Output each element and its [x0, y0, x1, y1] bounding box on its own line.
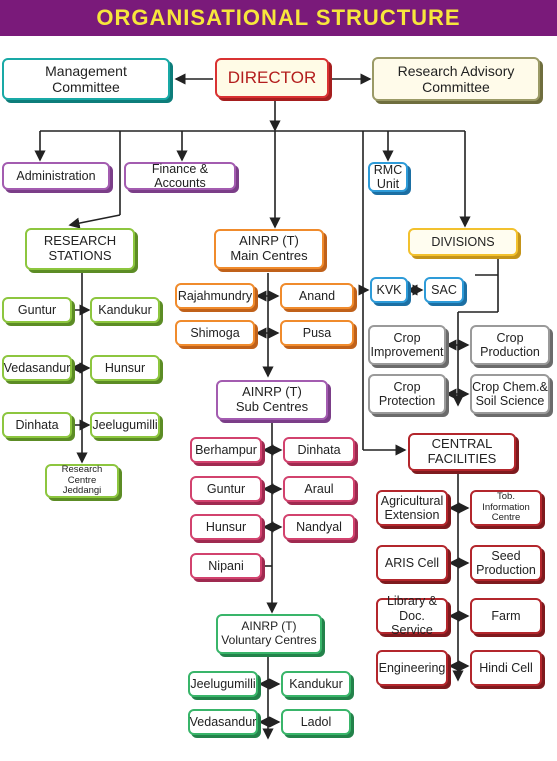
- cf-seed-production-box: Seed Production: [470, 545, 542, 581]
- div-crop-chem-soil-box: Crop Chem.& Soil Science: [470, 374, 550, 414]
- sc-nandyal-box: Nandyal: [283, 514, 355, 540]
- cf-aris-cell-box: ARIS Cell: [376, 545, 448, 581]
- rmc-unit-box: RMC Unit: [368, 162, 408, 192]
- divisions-box: DIVISIONS: [408, 228, 518, 256]
- ainrp-main-centres-box: AINRP (T) Main Centres: [214, 229, 324, 269]
- vc-kandukur-box: Kandukur: [281, 671, 351, 697]
- mc-shimoga-box: Shimoga: [175, 320, 255, 346]
- cf-agricultural-extension-box: Agricultural Extension: [376, 490, 448, 526]
- finance-accounts-box: Finance & Accounts: [124, 162, 236, 190]
- sc-guntur-box: Guntur: [190, 476, 262, 502]
- vc-jeelugumilli-box: Jeelugumilli: [188, 671, 258, 697]
- research-advisory-committee-box: Research Advisory Committee: [372, 57, 540, 101]
- research-stations-box: RESEARCH STATIONS: [25, 228, 135, 270]
- rs-jeelugumilli-box: Jeelugumilli: [90, 412, 160, 438]
- rs-vedasandur-box: Vedasandur: [2, 355, 72, 381]
- sc-berhampur-box: Berhampur: [190, 437, 262, 463]
- sc-nipani-box: Nipani: [190, 553, 262, 579]
- rs-kandukur-box: Kandukur: [90, 297, 160, 323]
- mc-anand-box: Anand: [280, 283, 354, 309]
- ainrp-sub-centres-box: AINRP (T) Sub Centres: [216, 380, 328, 420]
- rs-jeddangi-box: Research Centre Jeddangi: [45, 464, 119, 498]
- administration-box: Administration: [2, 162, 110, 190]
- cf-farm-box: Farm: [470, 598, 542, 634]
- div-crop-protection-box: Crop Protection: [368, 374, 446, 414]
- management-committee-box: Management Committee: [2, 58, 170, 100]
- rs-hunsur-box: Hunsur: [90, 355, 160, 381]
- cf-hindi-cell-box: Hindi Cell: [470, 650, 542, 686]
- vc-vedasandur-box: Vedasandur: [188, 709, 258, 735]
- mc-pusa-box: Pusa: [280, 320, 354, 346]
- central-facilities-box: CENTRAL FACILITIES: [408, 433, 516, 471]
- ainrp-voluntary-centres-box: AINRP (T) Voluntary Centres: [216, 614, 322, 654]
- cf-tob-information-centre-box: Tob. Information Centre: [470, 490, 542, 526]
- sac-box: SAC: [424, 277, 464, 303]
- vc-ladol-box: Ladol: [281, 709, 351, 735]
- title-banner: ORGANISATIONAL STRUCTURE: [0, 0, 557, 36]
- div-crop-production-box: Crop Production: [470, 325, 550, 365]
- kvk-box: KVK: [370, 277, 408, 303]
- rs-dinhata-box: Dinhata: [2, 412, 72, 438]
- sc-dinhata-box: Dinhata: [283, 437, 355, 463]
- cf-library-doc-service-box: Library & Doc. Service: [376, 594, 448, 637]
- rs-guntur-box: Guntur: [2, 297, 72, 323]
- cf-engineering-box: Engineering: [376, 650, 448, 686]
- sc-hunsur-box: Hunsur: [190, 514, 262, 540]
- div-crop-improvement-box: Crop Improvement: [368, 325, 446, 365]
- mc-rajahmundry-box: Rajahmundry: [175, 283, 255, 309]
- director-box: DIRECTOR: [215, 58, 329, 98]
- sc-araul-box: Araul: [283, 476, 355, 502]
- page-title: ORGANISATIONAL STRUCTURE: [96, 5, 461, 30]
